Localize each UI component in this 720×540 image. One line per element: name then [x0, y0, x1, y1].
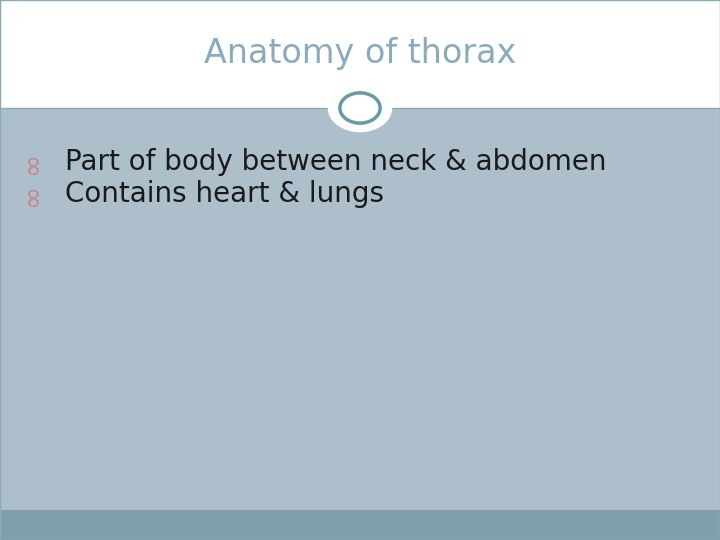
Circle shape: [340, 93, 380, 123]
Text: ∞: ∞: [18, 151, 46, 173]
Text: Contains heart & lungs: Contains heart & lungs: [65, 180, 384, 208]
Bar: [0, 0, 720, 108]
Text: ∞: ∞: [18, 183, 46, 206]
Bar: [0, 510, 720, 540]
Text: Part of body between neck & abdomen: Part of body between neck & abdomen: [65, 148, 606, 176]
Circle shape: [328, 84, 392, 132]
Text: Anatomy of thorax: Anatomy of thorax: [204, 37, 516, 71]
